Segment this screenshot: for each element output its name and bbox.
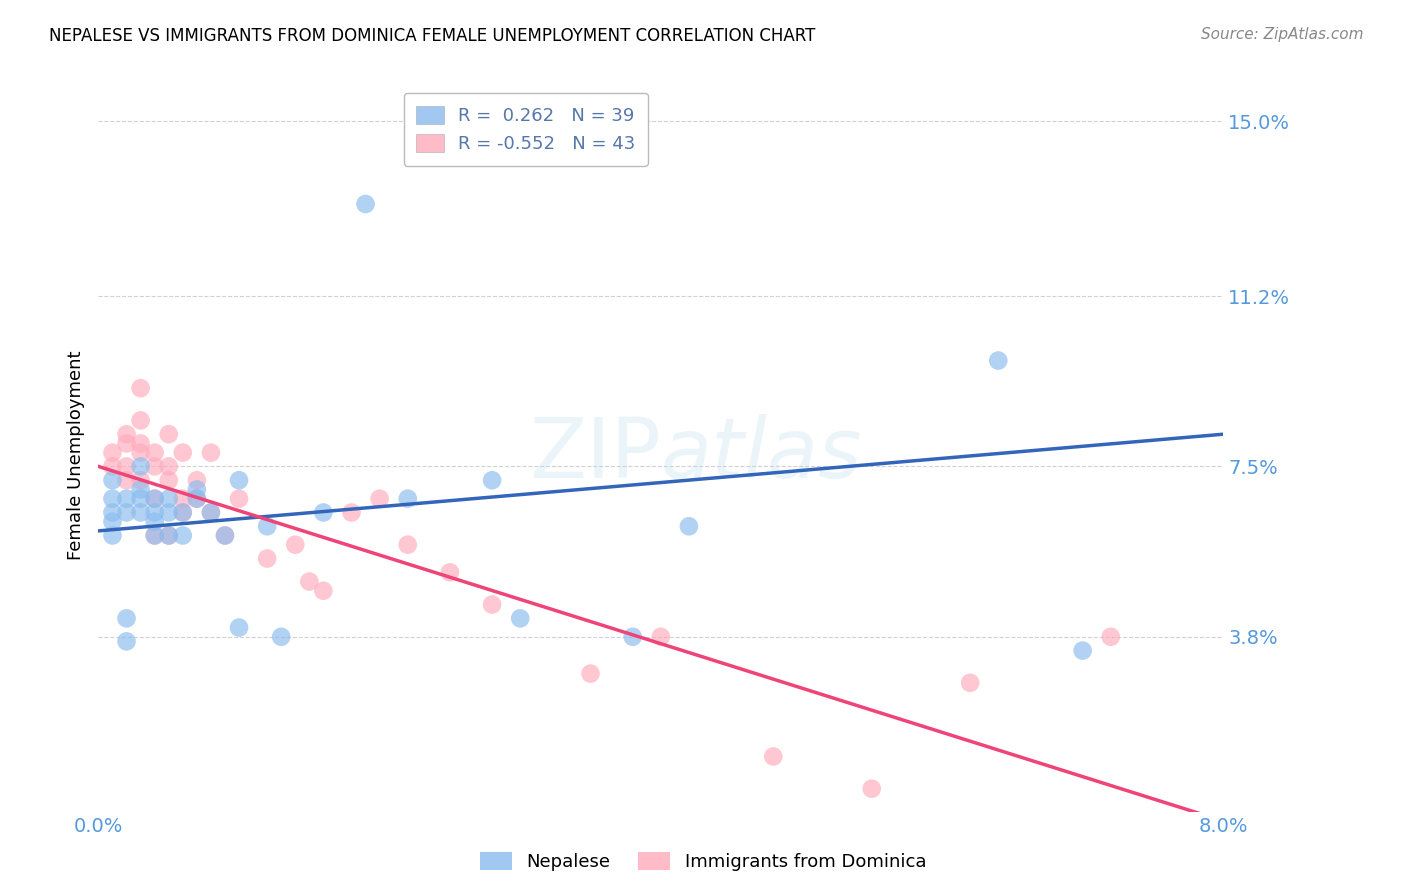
Point <box>214 528 236 542</box>
Point <box>115 611 138 625</box>
Point <box>1071 643 1094 657</box>
Point <box>312 506 335 520</box>
Point <box>129 506 152 520</box>
Legend: R =  0.262   N = 39, R = -0.552   N = 43: R = 0.262 N = 39, R = -0.552 N = 43 <box>404 93 648 166</box>
Point <box>143 491 166 506</box>
Point <box>256 551 278 566</box>
Point <box>509 611 531 625</box>
Point <box>762 749 785 764</box>
Text: Source: ZipAtlas.com: Source: ZipAtlas.com <box>1201 27 1364 42</box>
Point <box>129 413 152 427</box>
Point <box>284 538 307 552</box>
Point <box>101 473 124 487</box>
Point <box>621 630 644 644</box>
Point <box>101 459 124 474</box>
Point <box>143 491 166 506</box>
Point <box>129 459 152 474</box>
Point <box>987 353 1010 368</box>
Point <box>228 473 250 487</box>
Point <box>298 574 321 589</box>
Point <box>115 491 138 506</box>
Point <box>396 538 419 552</box>
Point <box>650 630 672 644</box>
Point <box>115 506 138 520</box>
Point <box>172 528 194 542</box>
Point <box>157 459 180 474</box>
Point <box>200 445 222 459</box>
Point <box>172 506 194 520</box>
Point <box>129 483 152 497</box>
Point <box>115 427 138 442</box>
Point <box>340 506 363 520</box>
Point <box>157 491 180 506</box>
Point <box>200 506 222 520</box>
Point <box>115 634 138 648</box>
Text: ZIP: ZIP <box>529 415 661 495</box>
Point <box>143 515 166 529</box>
Y-axis label: Female Unemployment: Female Unemployment <box>66 351 84 559</box>
Point <box>354 197 377 211</box>
Point <box>1099 630 1122 644</box>
Point <box>172 491 194 506</box>
Point <box>101 491 124 506</box>
Point <box>678 519 700 533</box>
Point <box>396 491 419 506</box>
Point <box>186 483 208 497</box>
Point <box>186 491 208 506</box>
Point <box>172 506 194 520</box>
Point <box>143 506 166 520</box>
Point <box>143 528 166 542</box>
Point <box>256 519 278 533</box>
Point <box>143 459 166 474</box>
Point <box>129 381 152 395</box>
Point <box>439 566 461 580</box>
Point <box>312 583 335 598</box>
Point <box>157 427 180 442</box>
Point <box>481 598 503 612</box>
Point <box>860 781 883 796</box>
Point <box>115 436 138 450</box>
Text: NEPALESE VS IMMIGRANTS FROM DOMINICA FEMALE UNEMPLOYMENT CORRELATION CHART: NEPALESE VS IMMIGRANTS FROM DOMINICA FEM… <box>49 27 815 45</box>
Point <box>101 506 124 520</box>
Point <box>214 528 236 542</box>
Point <box>481 473 503 487</box>
Point <box>186 473 208 487</box>
Point <box>228 621 250 635</box>
Point <box>129 445 152 459</box>
Point <box>186 491 208 506</box>
Point <box>101 515 124 529</box>
Point <box>270 630 292 644</box>
Point <box>228 491 250 506</box>
Legend: Nepalese, Immigrants from Dominica: Nepalese, Immigrants from Dominica <box>472 845 934 879</box>
Point <box>129 436 152 450</box>
Point <box>579 666 602 681</box>
Point <box>959 675 981 690</box>
Point <box>157 528 180 542</box>
Point <box>101 445 124 459</box>
Point <box>157 506 180 520</box>
Point <box>172 445 194 459</box>
Point <box>115 473 138 487</box>
Point <box>143 528 166 542</box>
Point <box>129 473 152 487</box>
Point <box>200 506 222 520</box>
Text: atlas: atlas <box>661 415 862 495</box>
Point <box>157 528 180 542</box>
Point <box>115 459 138 474</box>
Point <box>157 473 180 487</box>
Point <box>368 491 391 506</box>
Point <box>143 445 166 459</box>
Point <box>129 491 152 506</box>
Point <box>101 528 124 542</box>
